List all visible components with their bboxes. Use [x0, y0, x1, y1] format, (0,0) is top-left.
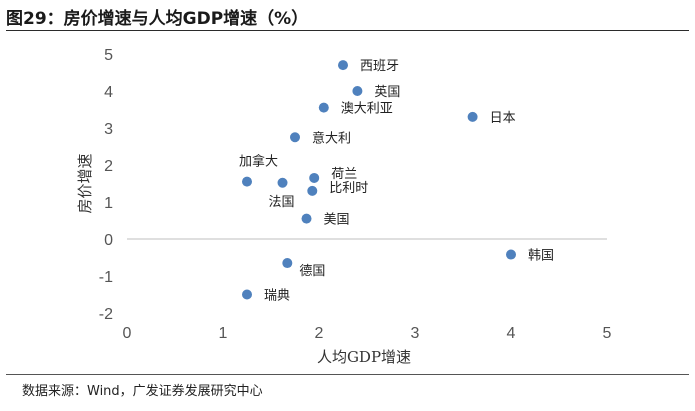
point-label: 意大利	[312, 130, 351, 146]
source-divider	[6, 374, 689, 375]
data-point	[277, 177, 288, 188]
y-tick-label: 0	[104, 232, 113, 249]
data-point	[352, 86, 363, 96]
source-note: 数据来源：Wind，广发证券发展研究中心	[22, 384, 263, 399]
scatter-chart: 5 4 3 2 1 0 -1 -2 0 1 2 3 4 5 西班牙英国澳大利亚日本意大利加拿大荷兰比利时…	[76, 47, 612, 366]
data-point	[242, 176, 252, 187]
data-point	[290, 132, 300, 143]
data-point	[467, 111, 478, 122]
point-label: 美国	[324, 213, 350, 228]
point-label: 韩国	[528, 249, 554, 264]
chart-title: 图29：房价增速与人均GDP增速（%）	[6, 9, 309, 29]
data-point	[338, 60, 348, 71]
title-divider	[6, 30, 689, 31]
y-axis-label: 房价增速	[76, 153, 94, 213]
data-point	[318, 102, 329, 113]
y-tick-label: -1	[99, 269, 113, 286]
point-label: 德国	[299, 264, 325, 279]
data-point	[309, 172, 320, 183]
point-label: 加拿大	[239, 154, 278, 170]
y-tick-label: 1	[104, 195, 113, 212]
x-tick-label: 4	[507, 325, 516, 342]
x-tick-label: 2	[315, 325, 324, 342]
x-tick-label: 1	[219, 325, 228, 342]
data-point	[282, 258, 293, 269]
data-point	[301, 213, 312, 224]
x-axis-label: 人均GDP增速	[317, 348, 411, 366]
point-label: 瑞典	[264, 289, 290, 304]
point-label: 西班牙	[360, 59, 399, 74]
y-tick-label: 3	[104, 121, 113, 138]
y-tick-label: -2	[99, 306, 113, 323]
y-tick-label: 5	[104, 47, 113, 64]
point-label: 比利时	[329, 181, 368, 196]
point-label: 法国	[269, 195, 295, 210]
point-label: 澳大利亚	[341, 101, 393, 117]
data-point	[506, 249, 516, 260]
data-point	[242, 289, 252, 300]
point-label: 日本	[490, 111, 516, 126]
point-label: 荷兰	[331, 167, 357, 182]
x-tick-label: 3	[411, 325, 420, 342]
y-tick-label: 2	[104, 158, 113, 175]
point-label: 英国	[374, 85, 400, 100]
x-tick-label: 5	[603, 325, 612, 342]
x-tick-label: 0	[123, 325, 132, 342]
y-tick-label: 4	[104, 84, 113, 101]
data-point	[307, 185, 318, 196]
